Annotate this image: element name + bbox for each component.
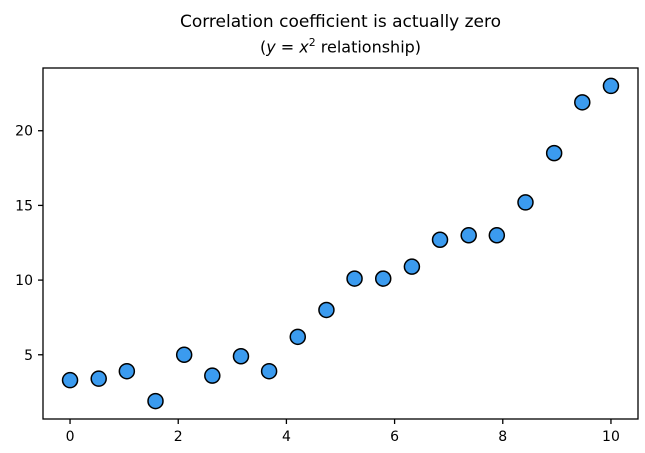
data-point — [61, 371, 79, 389]
data-point — [118, 362, 136, 380]
axes-box — [42, 67, 639, 420]
y-tick-label: 10 — [15, 273, 33, 289]
data-point — [545, 144, 563, 162]
subtitle-x-variable: x — [299, 36, 309, 56]
data-point — [346, 270, 363, 287]
subtitle-y-variable: y — [266, 36, 276, 56]
data-point — [403, 258, 421, 275]
data-point — [517, 194, 534, 211]
x-tick-label: 2 — [174, 429, 183, 445]
data-point — [602, 77, 620, 95]
data-point — [374, 270, 392, 287]
subtitle-open-paren: ( — [259, 36, 267, 56]
y-tick-label: 15 — [15, 198, 33, 214]
subtitle-exponent: 2 — [308, 35, 316, 49]
chart-title: Correlation coefficient is actually zero — [179, 12, 502, 32]
data-point — [260, 362, 278, 380]
data-point — [232, 348, 250, 365]
data-point — [431, 231, 449, 249]
data-point — [175, 346, 193, 364]
data-point — [204, 367, 221, 384]
y-tick-label: 5 — [24, 348, 33, 364]
chart-title-block: Correlation coefficient is actually zero… — [43, 10, 638, 58]
x-tick-label: 4 — [282, 429, 291, 445]
data-point — [90, 370, 107, 387]
subtitle-equals: = — [275, 36, 300, 56]
x-tick-label: 10 — [602, 429, 620, 445]
subtitle-rest: relationship) — [315, 36, 422, 56]
data-point — [289, 328, 307, 346]
data-point — [574, 94, 591, 111]
data-point — [318, 301, 335, 319]
data-point — [488, 227, 506, 244]
x-tick-label: 0 — [66, 429, 75, 445]
y-tick-label: 20 — [15, 124, 33, 140]
data-point — [460, 227, 477, 244]
chart-subtitle: (y = x2 relationship) — [43, 35, 638, 59]
x-tick-label: 8 — [498, 429, 507, 445]
data-point — [147, 392, 164, 410]
x-tick-label: 6 — [390, 429, 399, 445]
